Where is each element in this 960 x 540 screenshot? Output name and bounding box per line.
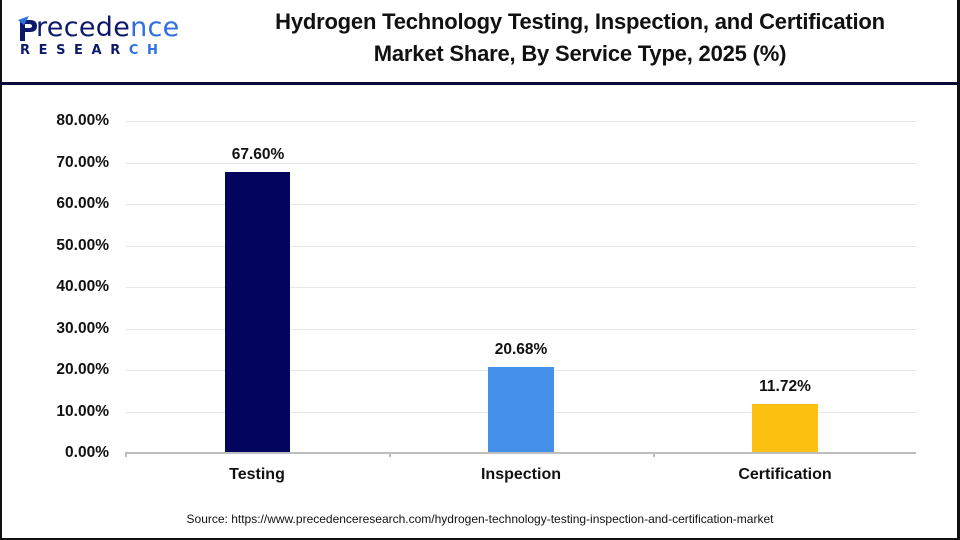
frame-border-left [0,0,2,540]
bar-value-label: 67.60% [231,146,285,163]
x-axis-line [125,452,916,454]
gridline [126,329,916,330]
source-note: Source: https://www.precedenceresearch.c… [186,512,774,526]
logo-subtitle-b: CH [128,43,167,58]
logo-p-arrow-icon [18,16,37,42]
logo-subtitle: RESEARCH [20,43,168,58]
x-category-label: Testing [229,466,285,483]
bar-value-label: 20.68% [494,341,548,358]
frame-border-bottom [0,538,960,540]
y-tick-label: 70.00% [56,154,109,171]
x-category-label: Certification [738,466,832,483]
y-tick-label: 30.00% [56,320,109,337]
x-axis-tick [125,452,127,457]
y-tick-label: 50.00% [56,237,109,254]
x-category-label: Inspection [480,466,561,483]
chart-title-line2: Market Share, By Service Type, 2025 (%) [373,41,787,66]
logo-text-b: nce [130,12,180,43]
chart-title: Hydrogen Technology Testing, Inspection,… [200,6,960,70]
gridline [126,246,916,247]
logo-subtitle-a: RESEAR [20,43,129,58]
gridline [126,287,916,288]
y-tick-label: 40.00% [56,278,109,295]
header-divider [0,82,958,85]
y-tick-label: 60.00% [56,195,109,212]
y-tick-label: 10.00% [56,403,109,420]
y-tick-label: 80.00% [56,112,109,129]
logo-wordmark: recede nce [18,12,179,43]
x-axis-tick [389,452,391,457]
bar-inspection [488,367,554,453]
chart-title-line1: Hydrogen Technology Testing, Inspection,… [275,9,885,34]
x-axis-tick [653,452,655,457]
bar-value-label: 11.72% [759,378,811,395]
precedence-research-logo: recede nce RESEARCH [18,12,179,64]
bar-testing [225,172,290,453]
logo-text-a: recede [36,12,131,43]
bar-certification [752,404,818,453]
y-tick-label: 0.00% [65,444,109,461]
frame-border-right [957,0,960,540]
gridline [126,121,916,122]
gridline [126,163,916,164]
y-tick-label: 20.00% [56,361,109,378]
gridline [126,204,916,205]
